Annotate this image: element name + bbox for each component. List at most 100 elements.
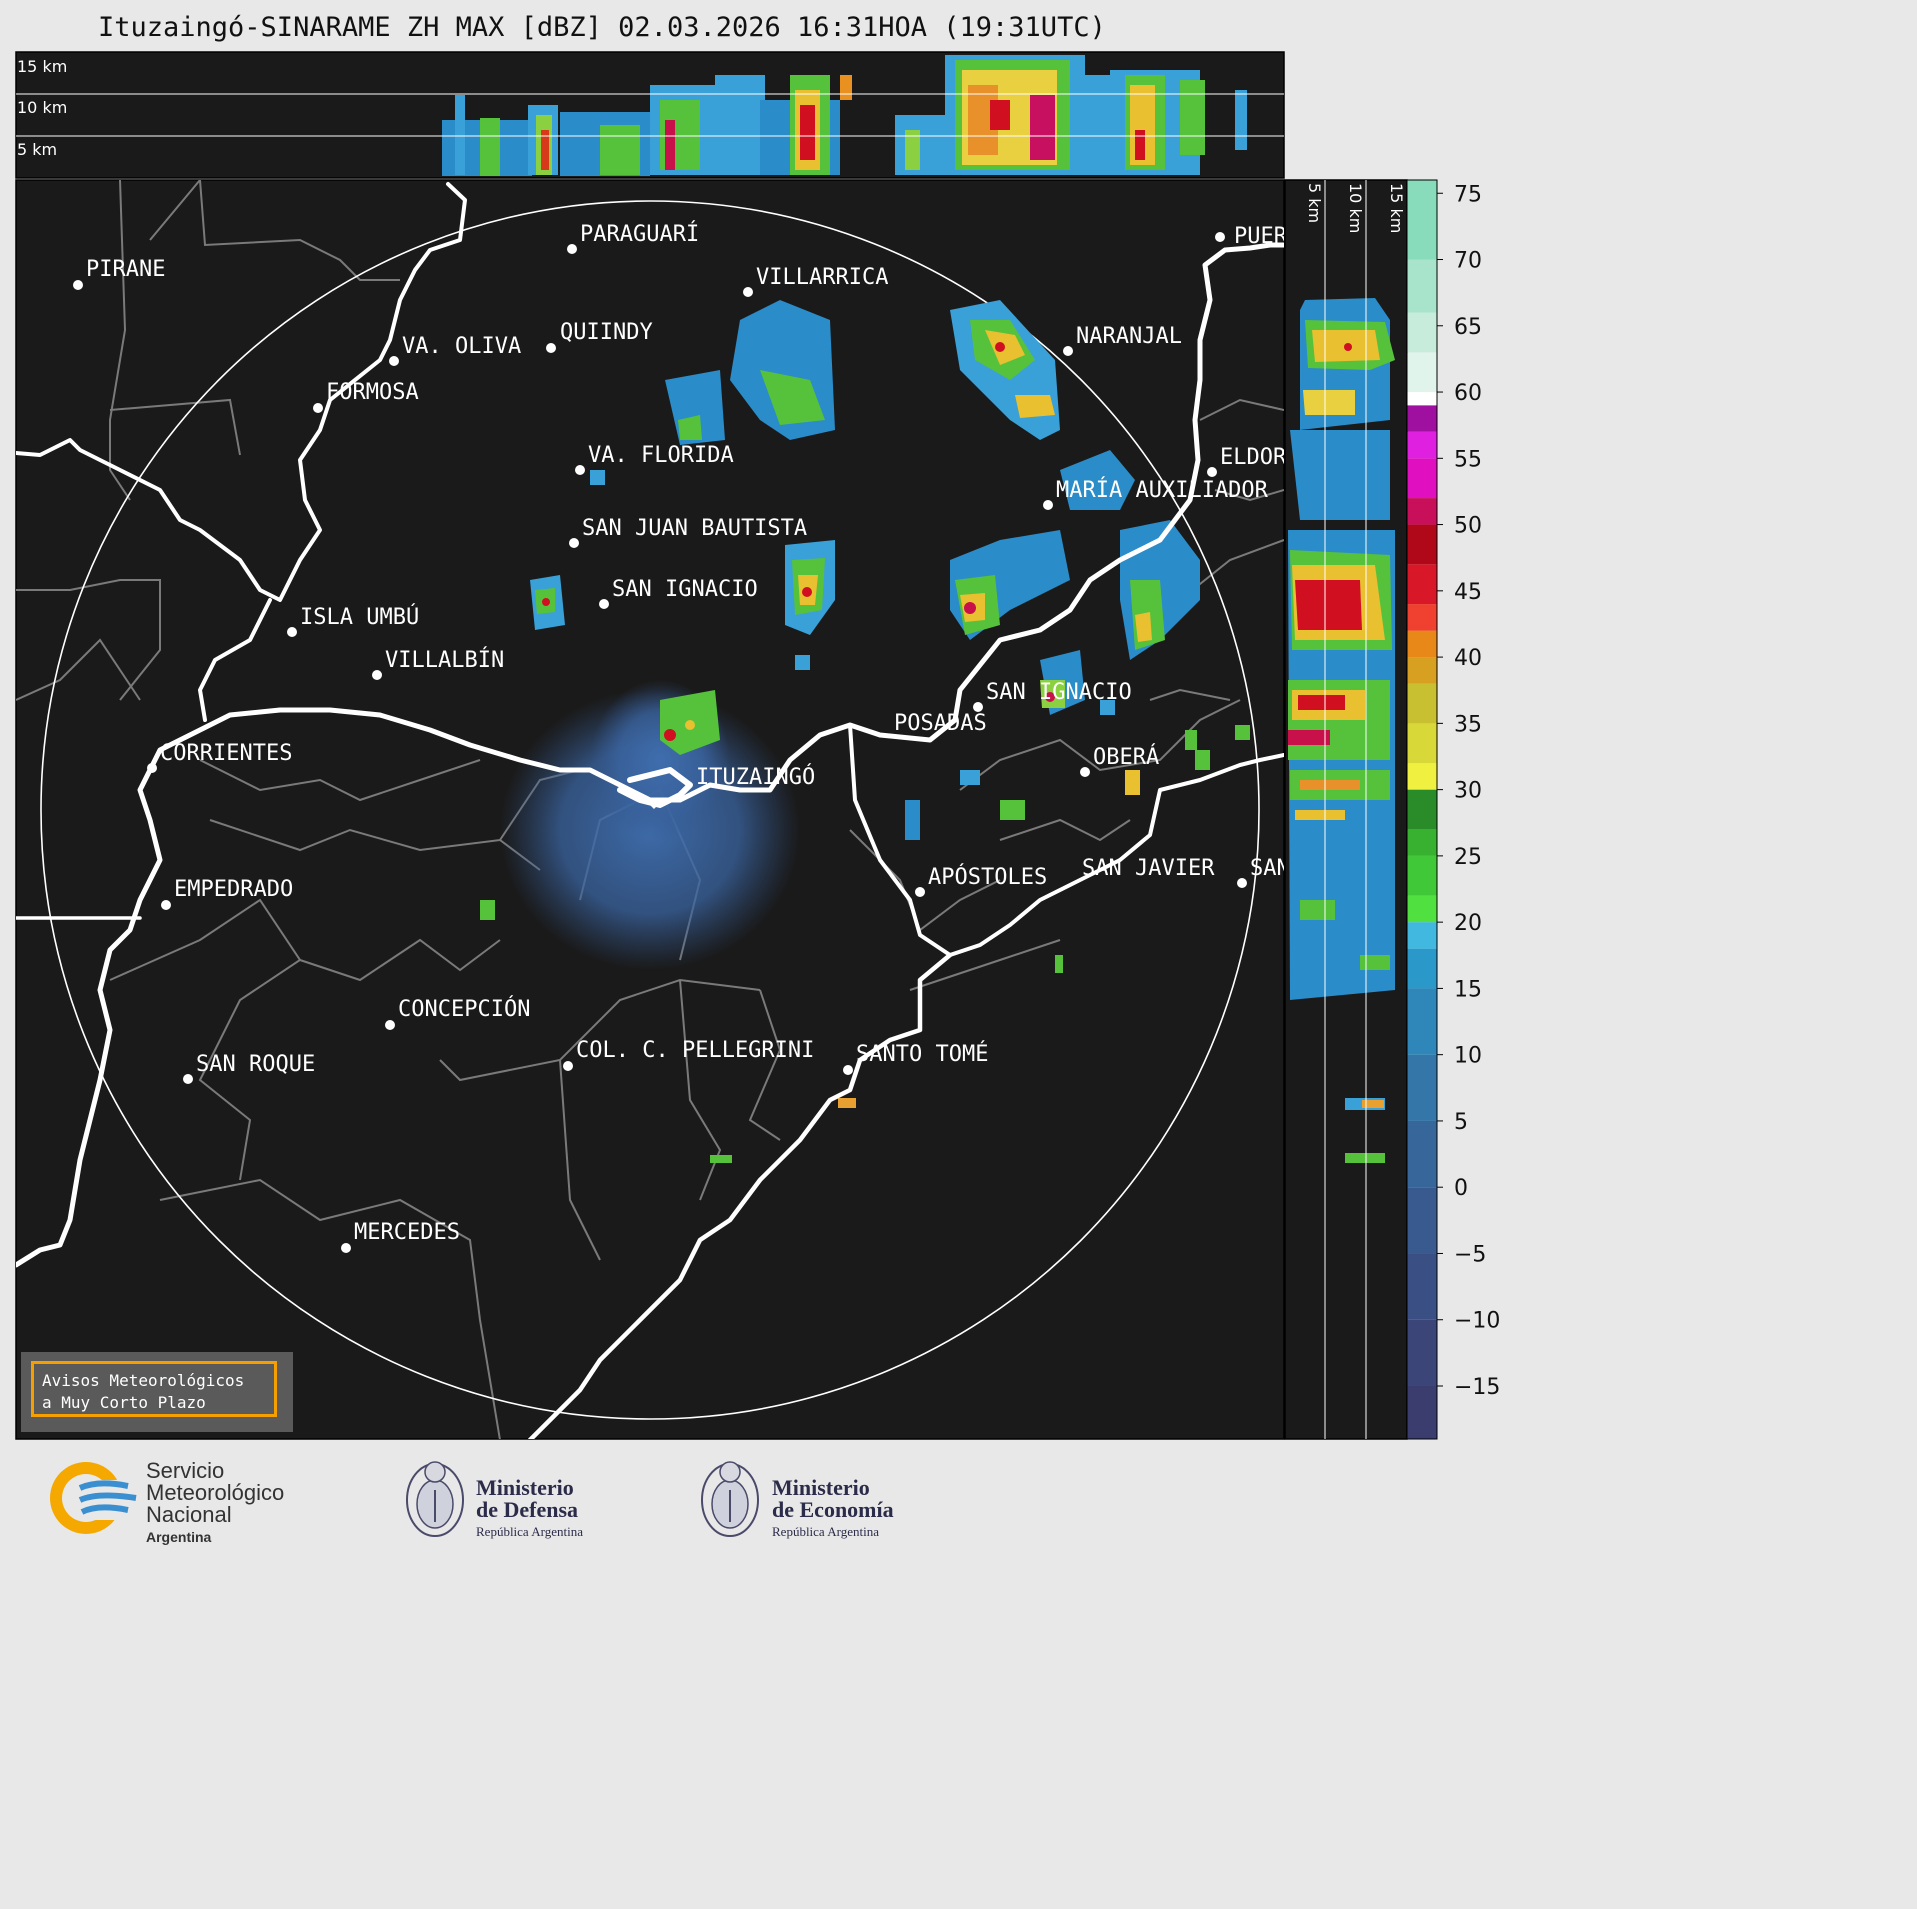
colorbar-segment bbox=[1407, 352, 1437, 393]
city-markers bbox=[73, 232, 1247, 1253]
city-label: ITUZAINGÓ bbox=[696, 764, 815, 790]
city-label: CORRIENTES bbox=[160, 741, 292, 766]
colorbar-segment bbox=[1407, 763, 1437, 790]
colorbar-tick-label: 35 bbox=[1454, 712, 1482, 737]
colorbar-segment bbox=[1407, 1319, 1437, 1386]
city-label: SAN IGNACIO bbox=[612, 577, 758, 602]
smn-line: Meteorológico bbox=[146, 1480, 285, 1505]
city-label: SAN JUAN BAUTISTA bbox=[582, 516, 807, 541]
colorbar-tick-label: 25 bbox=[1454, 845, 1482, 870]
colorbar-tick-label: 10 bbox=[1454, 1044, 1482, 1069]
city-label: EMPEDRADO bbox=[174, 877, 293, 902]
colorbar-tick-label: 20 bbox=[1454, 911, 1482, 936]
defensa-line: Ministerio bbox=[476, 1475, 574, 1500]
colorbar-segment bbox=[1407, 789, 1437, 830]
colorbar-tick-label: 70 bbox=[1454, 249, 1482, 274]
warning-box[interactable]: Avisos Meteorológicos a Muy Corto Plazo bbox=[31, 1361, 277, 1417]
city-label: PUER bbox=[1234, 224, 1288, 249]
economia-logo-text: Ministerio de Economía República Argenti… bbox=[772, 1477, 894, 1543]
city-label: SAN IGNACIO bbox=[986, 680, 1132, 705]
colorbar-tick-label: −10 bbox=[1454, 1309, 1500, 1334]
colorbar-segment bbox=[1407, 498, 1437, 525]
side-height-label: 5 km bbox=[1305, 183, 1324, 223]
colorbar-tick-label: 15 bbox=[1454, 977, 1482, 1002]
defensa-logo-text: Ministerio de Defensa República Argentin… bbox=[476, 1477, 583, 1543]
city-label: ELDOR bbox=[1220, 445, 1287, 470]
colorbar-segment bbox=[1407, 1054, 1437, 1121]
colorbar-tick-label: 45 bbox=[1454, 580, 1482, 605]
top-height-label: 10 km bbox=[17, 98, 67, 117]
colorbar-segment bbox=[1407, 948, 1437, 989]
country-borders bbox=[16, 182, 1284, 1439]
colorbar-tick-label: 0 bbox=[1454, 1176, 1468, 1201]
colorbar-tick-label: 30 bbox=[1454, 779, 1482, 804]
chart-title: Ituzaingó-SINARAME ZH MAX [dBZ] 02.03.20… bbox=[98, 12, 1106, 43]
defensa-line: República Argentina bbox=[476, 1524, 583, 1539]
department-borders bbox=[16, 180, 1284, 1439]
colorbar-segment bbox=[1407, 564, 1437, 605]
city-label: FORMOSA bbox=[326, 380, 419, 405]
colorbar-segment bbox=[1407, 922, 1437, 949]
colorbar-segment bbox=[1407, 1120, 1437, 1188]
colorbar-segment bbox=[1407, 1385, 1437, 1439]
smn-logo-icon bbox=[50, 1462, 146, 1534]
colorbar-tick-label: 75 bbox=[1454, 182, 1482, 207]
side-height-label: 10 km bbox=[1346, 183, 1365, 233]
city-label: VILLALBÍN bbox=[385, 647, 504, 673]
colorbar-segment bbox=[1407, 895, 1437, 923]
defensa-seal-icon bbox=[406, 1461, 464, 1537]
warning-line: a Muy Corto Plazo bbox=[42, 1393, 206, 1412]
city-label: APÓSTOLES bbox=[928, 864, 1047, 890]
colorbar-segment bbox=[1407, 524, 1437, 565]
smn-line: Argentina bbox=[146, 1529, 212, 1545]
colorbar-tick-label: −15 bbox=[1454, 1375, 1500, 1400]
city-label: CONCEPCIÓN bbox=[398, 996, 530, 1022]
colorbar-segment bbox=[1407, 829, 1437, 856]
city-label: OBERÁ bbox=[1093, 744, 1159, 770]
top-height-label: 5 km bbox=[17, 140, 57, 159]
colorbar-segment bbox=[1407, 1187, 1437, 1254]
economia-line: República Argentina bbox=[772, 1524, 879, 1539]
colorbar-segment bbox=[1407, 988, 1437, 1055]
defensa-line: de Defensa bbox=[476, 1497, 579, 1522]
economia-line: Ministerio bbox=[772, 1475, 870, 1500]
colorbar-tick-label: 5 bbox=[1454, 1110, 1468, 1135]
colorbar-segment bbox=[1407, 180, 1437, 260]
colorbar-tick-label: −5 bbox=[1454, 1242, 1486, 1267]
colorbar-segment bbox=[1407, 723, 1437, 764]
city-label: VA. OLIVA bbox=[402, 334, 521, 359]
city-label: PARAGUARÍ bbox=[580, 221, 699, 247]
colorbar-tick-label: 65 bbox=[1454, 315, 1482, 340]
smn-line: Nacional bbox=[146, 1502, 232, 1527]
city-label: SAN ROQUE bbox=[196, 1052, 315, 1077]
colorbar-tick-label: 60 bbox=[1454, 381, 1482, 406]
colorbar-segment bbox=[1407, 657, 1437, 684]
colorbar-segment bbox=[1407, 1253, 1437, 1320]
smn-line: Servicio bbox=[146, 1458, 225, 1483]
storm-cells bbox=[480, 300, 1250, 1163]
colorbar-segment bbox=[1407, 683, 1437, 724]
colorbar-segment bbox=[1407, 392, 1437, 406]
economia-line: de Economía bbox=[772, 1497, 894, 1522]
city-label: MARÍA AUXILIADOR bbox=[1056, 477, 1269, 503]
radar-figure: 15 km 10 km 5 km bbox=[15, 51, 1500, 1440]
colorbar-frame bbox=[1406, 179, 1438, 1440]
top-height-label: 15 km bbox=[17, 57, 67, 76]
map-layer: PIRANE PARAGUARÍ VILLARRICA VA. OLIVA QU… bbox=[16, 180, 1288, 1439]
city-label: PIRANE bbox=[86, 257, 165, 282]
warning-line: Avisos Meteorológicos bbox=[42, 1371, 245, 1390]
colorbar-segment bbox=[1407, 259, 1437, 313]
city-label: SANTO TOMÉ bbox=[856, 1041, 988, 1067]
colorbar-segment bbox=[1407, 630, 1437, 658]
colorbar-segment bbox=[1407, 431, 1437, 459]
economia-seal-icon bbox=[701, 1461, 759, 1537]
side-height-label: 15 km bbox=[1387, 183, 1406, 233]
colorbar-segment bbox=[1407, 405, 1437, 432]
colorbar-tick-label: 55 bbox=[1454, 447, 1482, 472]
city-label: COL. C. PELLEGRINI bbox=[576, 1038, 814, 1063]
city-label: VILLARRICA bbox=[756, 265, 888, 290]
colorbar-tick-label: 50 bbox=[1454, 514, 1482, 539]
city-label: VA. FLORIDA bbox=[588, 443, 734, 468]
city-labels: PIRANE PARAGUARÍ VILLARRICA VA. OLIVA QU… bbox=[86, 221, 1288, 1245]
